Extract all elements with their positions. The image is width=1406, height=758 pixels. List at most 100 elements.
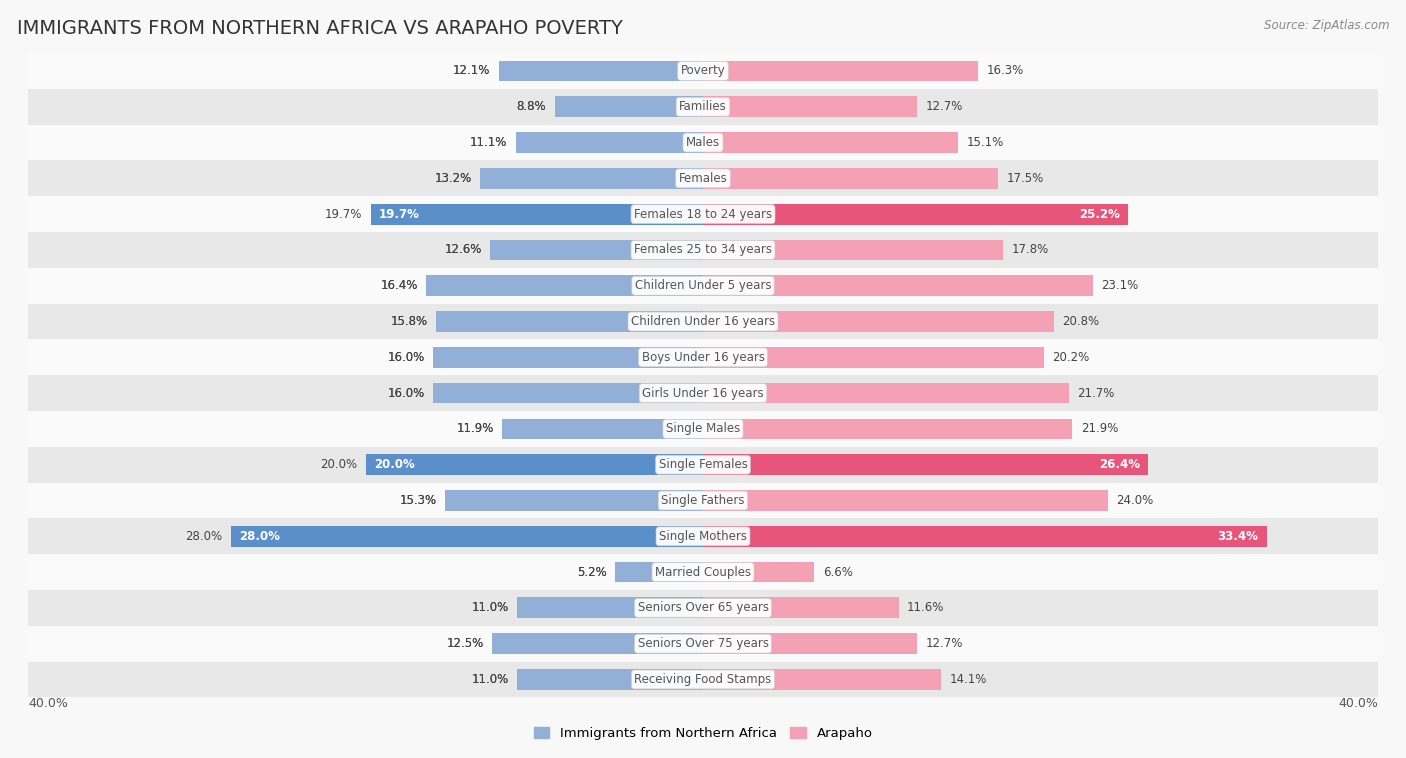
Text: Families: Families [679, 100, 727, 113]
Bar [703, 490, 1108, 511]
Bar [426, 275, 703, 296]
Bar [28, 124, 1378, 161]
Text: 20.8%: 20.8% [1063, 315, 1099, 328]
Bar [703, 454, 1149, 475]
Text: 11.1%: 11.1% [470, 136, 508, 149]
Text: 19.7%: 19.7% [325, 208, 363, 221]
Bar [703, 347, 1043, 368]
Text: 15.8%: 15.8% [391, 315, 427, 328]
Bar [28, 268, 1378, 304]
Text: 15.1%: 15.1% [966, 136, 1004, 149]
Bar [517, 669, 703, 690]
Bar [703, 418, 1073, 440]
Text: 12.1%: 12.1% [453, 64, 491, 77]
Bar [366, 454, 703, 475]
Bar [703, 669, 941, 690]
Text: Females 18 to 24 years: Females 18 to 24 years [634, 208, 772, 221]
Text: 19.7%: 19.7% [380, 208, 420, 221]
Bar [554, 96, 703, 117]
Text: 28.0%: 28.0% [239, 530, 280, 543]
Text: 15.3%: 15.3% [399, 494, 436, 507]
Text: 15.8%: 15.8% [391, 315, 427, 328]
Text: 6.6%: 6.6% [823, 565, 852, 578]
Text: Females 25 to 34 years: Females 25 to 34 years [634, 243, 772, 256]
Text: Single Fathers: Single Fathers [661, 494, 745, 507]
Bar [517, 597, 703, 619]
Text: Poverty: Poverty [681, 64, 725, 77]
Text: Seniors Over 75 years: Seniors Over 75 years [637, 637, 769, 650]
Bar [28, 590, 1378, 626]
Text: 5.2%: 5.2% [576, 565, 607, 578]
Bar [703, 61, 979, 81]
Text: 12.6%: 12.6% [444, 243, 482, 256]
Text: 16.3%: 16.3% [987, 64, 1024, 77]
Bar [28, 411, 1378, 446]
Text: 20.0%: 20.0% [321, 458, 357, 471]
Text: 5.2%: 5.2% [576, 565, 607, 578]
Bar [481, 168, 703, 189]
Text: 25.2%: 25.2% [1078, 208, 1119, 221]
Text: 13.2%: 13.2% [434, 172, 472, 185]
Text: Girls Under 16 years: Girls Under 16 years [643, 387, 763, 399]
Text: Females: Females [679, 172, 727, 185]
Text: 11.0%: 11.0% [472, 673, 509, 686]
Bar [703, 275, 1092, 296]
Text: 12.6%: 12.6% [444, 243, 482, 256]
Bar [444, 490, 703, 511]
Text: 17.5%: 17.5% [1007, 172, 1043, 185]
Bar [616, 562, 703, 582]
Text: Single Mothers: Single Mothers [659, 530, 747, 543]
Text: 16.4%: 16.4% [381, 279, 418, 293]
Bar [703, 526, 1267, 547]
Bar [703, 168, 998, 189]
Bar [28, 446, 1378, 483]
Text: Married Couples: Married Couples [655, 565, 751, 578]
Bar [703, 311, 1054, 332]
Text: 16.0%: 16.0% [388, 387, 425, 399]
Text: 20.0%: 20.0% [374, 458, 415, 471]
Text: 13.2%: 13.2% [434, 172, 472, 185]
Text: 11.0%: 11.0% [472, 673, 509, 686]
Text: Males: Males [686, 136, 720, 149]
Bar [371, 204, 703, 224]
Bar [28, 554, 1378, 590]
Text: 21.9%: 21.9% [1081, 422, 1118, 435]
Text: 16.4%: 16.4% [381, 279, 418, 293]
Bar [28, 89, 1378, 124]
Text: Seniors Over 65 years: Seniors Over 65 years [637, 601, 769, 615]
Bar [28, 340, 1378, 375]
Text: 12.1%: 12.1% [453, 64, 491, 77]
Bar [502, 418, 703, 440]
Text: 16.0%: 16.0% [388, 351, 425, 364]
Bar [516, 132, 703, 153]
Text: Children Under 16 years: Children Under 16 years [631, 315, 775, 328]
Text: 11.9%: 11.9% [457, 422, 494, 435]
Text: Children Under 5 years: Children Under 5 years [634, 279, 772, 293]
Text: 17.8%: 17.8% [1012, 243, 1049, 256]
Bar [28, 304, 1378, 340]
Bar [28, 626, 1378, 662]
Text: 12.7%: 12.7% [925, 637, 963, 650]
Text: 11.6%: 11.6% [907, 601, 945, 615]
Text: 23.1%: 23.1% [1101, 279, 1139, 293]
Text: 33.4%: 33.4% [1218, 530, 1258, 543]
Text: 11.0%: 11.0% [472, 601, 509, 615]
Bar [436, 311, 703, 332]
Bar [433, 347, 703, 368]
Text: 40.0%: 40.0% [1339, 697, 1378, 710]
Bar [703, 204, 1128, 224]
Bar [703, 633, 917, 654]
Text: 26.4%: 26.4% [1099, 458, 1140, 471]
Bar [28, 196, 1378, 232]
Text: 21.7%: 21.7% [1077, 387, 1115, 399]
Bar [703, 240, 1004, 260]
Bar [28, 518, 1378, 554]
Text: 11.9%: 11.9% [457, 422, 494, 435]
Bar [433, 383, 703, 403]
Text: 12.5%: 12.5% [447, 637, 484, 650]
Text: 12.7%: 12.7% [925, 100, 963, 113]
Text: Single Females: Single Females [658, 458, 748, 471]
Text: 40.0%: 40.0% [28, 697, 67, 710]
Text: Boys Under 16 years: Boys Under 16 years [641, 351, 765, 364]
Bar [28, 662, 1378, 697]
